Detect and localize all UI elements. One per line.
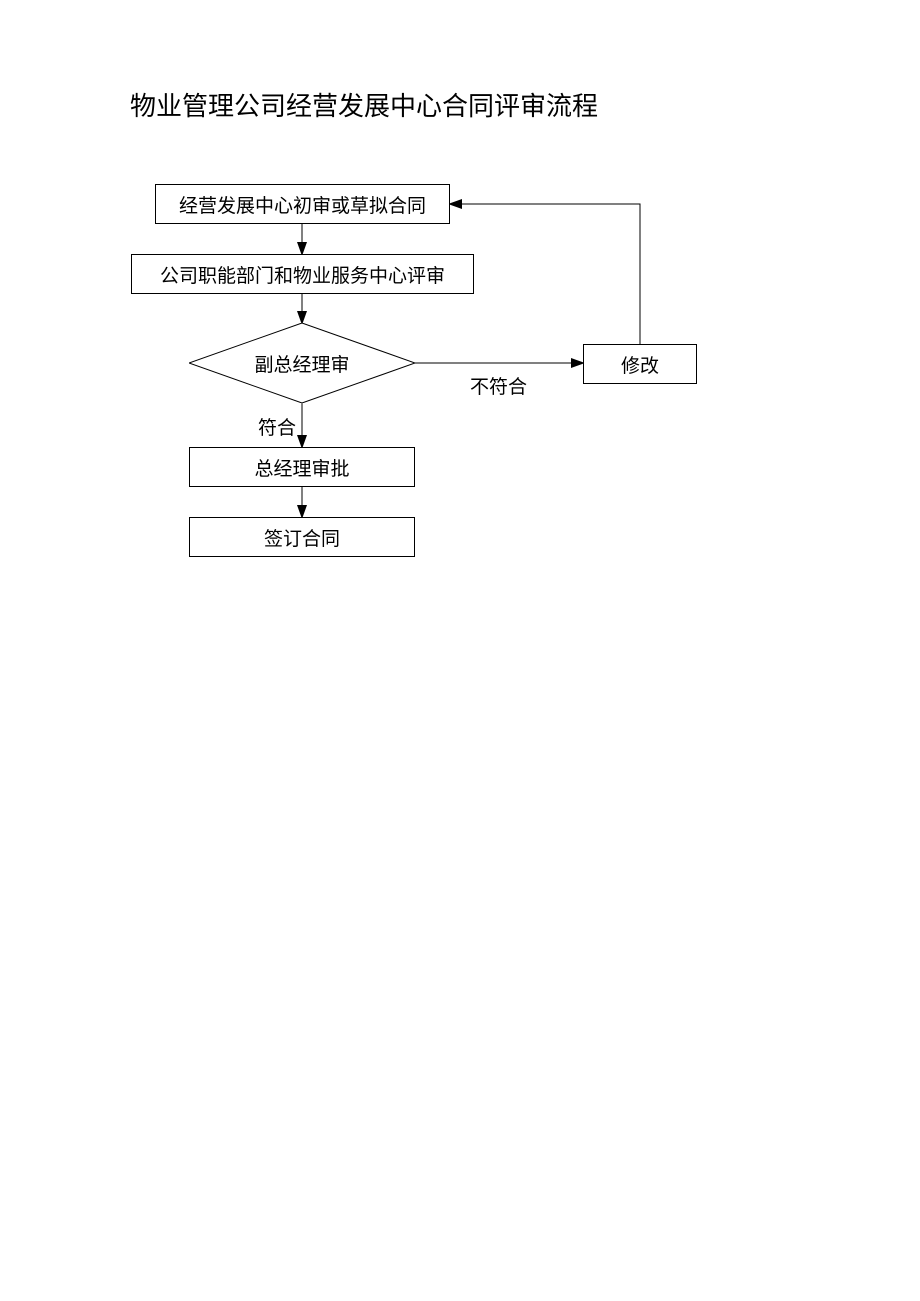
flow-node-n4: 总经理审批 — [189, 447, 415, 487]
flowchart-edges-svg — [0, 0, 920, 650]
flow-node-n2: 公司职能部门和物业服务中心评审 — [131, 254, 474, 294]
flow-edge-label-e5: 不符合 — [470, 372, 527, 399]
flow-node-n5: 签订合同 — [189, 517, 415, 557]
flow-edge-label-e3: 符合 — [258, 413, 296, 440]
flow-node-label-n3: 副总经理审 — [189, 323, 415, 403]
flowchart-container: 经营发展中心初审或草拟合同公司职能部门和物业服务中心评审副总经理审总经理审批签订… — [0, 0, 920, 650]
flow-node-n1: 经营发展中心初审或草拟合同 — [155, 184, 450, 224]
flow-edge-e6 — [450, 204, 640, 344]
flow-node-n3: 副总经理审 — [189, 323, 415, 403]
flow-node-n6: 修改 — [583, 344, 697, 384]
